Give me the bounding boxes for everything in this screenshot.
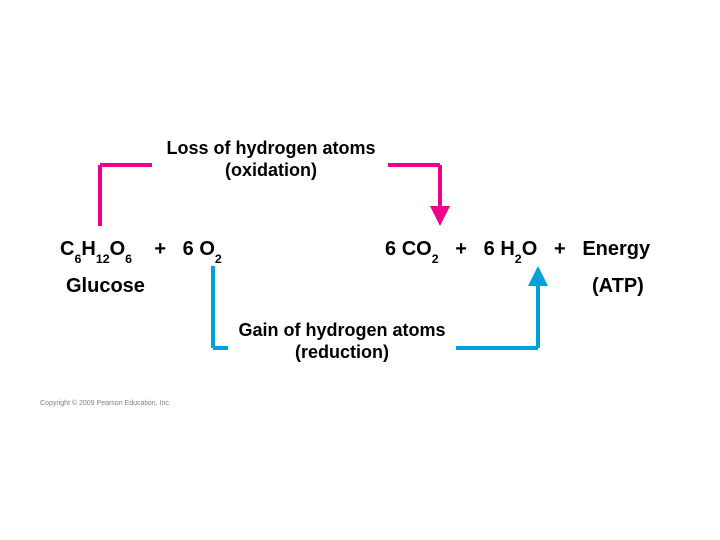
co2-formula: 6 CO2	[385, 238, 444, 260]
glucose-formula: C6H12O6	[60, 238, 138, 260]
equation-products: 6 CO2 + 6 H2O + Energy	[385, 238, 650, 263]
oxidation-label-line1: Loss of hydrogen atoms	[166, 138, 375, 158]
oxidation-label: Loss of hydrogen atoms (oxidation)	[155, 138, 387, 181]
water-formula: 6 H2O	[484, 238, 543, 260]
plus-1: +	[154, 238, 166, 260]
energy-text: Energy	[582, 238, 650, 260]
reduction-label-line2: (reduction)	[295, 342, 389, 362]
plus-2: +	[455, 238, 467, 260]
reduction-label-line1: Gain of hydrogen atoms	[238, 320, 445, 340]
oxygen-formula: 6 O2	[183, 238, 222, 260]
oxidation-label-line2: (oxidation)	[225, 160, 317, 180]
diagram-stage: Loss of hydrogen atoms (oxidation) Gain …	[0, 0, 720, 540]
equation-reactants: C6H12O6 + 6 O2	[60, 238, 222, 263]
reduction-label: Gain of hydrogen atoms (reduction)	[230, 320, 454, 363]
arrows-layer	[0, 0, 720, 540]
plus-3: +	[554, 238, 566, 260]
atp-label: (ATP)	[592, 275, 644, 298]
copyright-text: Copyright © 2009 Pearson Education, Inc.	[40, 400, 171, 407]
glucose-label: Glucose	[66, 275, 145, 298]
